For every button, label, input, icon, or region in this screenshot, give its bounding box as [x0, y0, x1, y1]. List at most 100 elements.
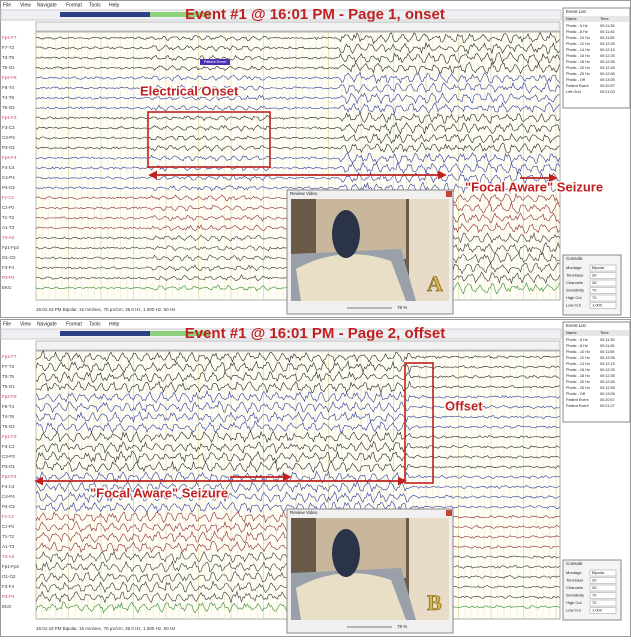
event-name[interactable]: Patient Event — [566, 398, 590, 402]
event-time[interactable]: 00:12:45 — [600, 66, 615, 70]
event-name[interactable]: Photic - 8 Hz — [566, 30, 588, 34]
close-button[interactable] — [446, 510, 452, 516]
event-time[interactable]: 00:12:25 — [600, 54, 615, 58]
channel-label: P3-P4 — [2, 275, 15, 280]
channel-label: Fp1-F7 — [2, 35, 17, 40]
console-title: Console — [566, 561, 583, 566]
console-label: Channels — [566, 280, 583, 285]
channel-label: EKG — [2, 604, 12, 609]
event-time[interactable]: 00:11:55 — [600, 350, 615, 354]
channel-label: F4-C4 — [2, 484, 15, 489]
console-label: Sensitivity — [566, 593, 584, 598]
event-name[interactable]: Photic - 12 Hz — [566, 356, 590, 360]
channel-label: Fp1-Fp2 — [2, 245, 20, 250]
event-name[interactable]: Photic - 18 Hz — [566, 374, 590, 378]
event-name[interactable]: Photic - 16 Hz — [566, 54, 590, 58]
event-time[interactable]: 00:12:45 — [600, 380, 615, 384]
event-name[interactable]: Photic - 10 Hz — [566, 350, 590, 354]
menu-item[interactable]: View — [20, 321, 31, 327]
menu-item[interactable]: Format — [66, 2, 82, 8]
menu-item[interactable]: Help — [109, 321, 120, 327]
channel-label: Fp1-F3 — [2, 434, 17, 439]
event-time[interactable]: 00:11:55 — [600, 36, 615, 40]
event-time[interactable]: 00:13:05 — [600, 392, 615, 396]
console-value: 30 — [592, 273, 597, 278]
channel-label: T4-A2 — [2, 554, 15, 559]
channel-label: F4-C4 — [2, 165, 15, 170]
channel-label: T5-O1 — [2, 65, 15, 70]
menu-item[interactable]: View — [20, 2, 31, 8]
event-time[interactable]: 00:13:05 — [600, 78, 615, 82]
menu-item[interactable]: Tools — [89, 2, 101, 8]
menu-item[interactable]: File — [3, 2, 11, 8]
event-name[interactable]: Photic - 16 Hz — [566, 368, 590, 372]
event-name[interactable]: Photic - 20 Hz — [566, 66, 590, 70]
menu-item[interactable]: File — [3, 321, 11, 327]
event-name[interactable]: Photic - 25 Hz — [566, 386, 590, 390]
column-header: Time — [600, 16, 610, 21]
menu-item[interactable]: Help — [109, 2, 120, 8]
event-time[interactable]: 00:12:35 — [600, 60, 615, 64]
event-name[interactable]: Photic - 8 Hz — [566, 344, 588, 348]
screenshot: File View Navigate Format Tools Help Event #1 … — [0, 0, 631, 637]
event-time[interactable]: 00:21:27 — [600, 404, 615, 408]
channel-label: O1-O2 — [2, 574, 16, 579]
event-time[interactable]: 00:11:35 — [600, 24, 615, 28]
menu-item[interactable]: Format — [66, 321, 82, 327]
time-ruler — [36, 22, 560, 31]
channel-label: F3-C3 — [2, 444, 15, 449]
event-name[interactable]: Photic - Off — [566, 392, 586, 396]
event-name[interactable]: Left Grid — [566, 90, 581, 94]
event-name[interactable]: Photic - 14 Hz — [566, 48, 590, 52]
event-time[interactable]: 00:11:45 — [600, 344, 615, 348]
event-name[interactable]: Photic - 14 Hz — [566, 362, 590, 366]
status-bar: 16:01:43 PM Bipolar, 15 mm/sec, 70 µV/cm… — [36, 626, 176, 631]
video-zoom: 78 % — [397, 624, 407, 629]
event-time[interactable]: 00:12:05 — [600, 42, 615, 46]
event-time[interactable]: 00:12:05 — [600, 356, 615, 360]
event-time[interactable]: 00:12:55 — [600, 386, 615, 390]
event-time[interactable]: 00:12:15 — [600, 362, 615, 366]
channel-label: F7-T3 — [2, 45, 14, 50]
event-name[interactable]: Photic - 20 Hz — [566, 380, 590, 384]
console-label: Timebase — [566, 578, 584, 583]
event-time[interactable]: 00:11:35 — [600, 338, 615, 342]
status-bar: 16:01:43 PM Bipolar, 15 mm/sec, 70 µV/cm… — [36, 307, 176, 312]
channel-label: F8-T4 — [2, 404, 14, 409]
channel-label: F3-F4 — [2, 265, 14, 270]
page-title: Event #1 @ 16:01 PM - Page 1, onset — [185, 6, 445, 23]
event-name[interactable]: Photic - 25 Hz — [566, 72, 590, 76]
event-name[interactable]: Patient Event — [566, 84, 590, 88]
console-value: 70 — [592, 600, 597, 605]
event-time[interactable]: 00:11:45 — [600, 30, 615, 34]
eeg-panel: File View Navigate Format Tools Help Event #1 … — [1, 1, 631, 318]
channel-label: Fp2-F8 — [2, 394, 17, 399]
annotation: "Focal Aware" Seizure — [90, 485, 228, 500]
event-time[interactable]: 00:12:35 — [600, 374, 615, 378]
event-time[interactable]: 00:12:25 — [600, 368, 615, 372]
event-name[interactable]: Photic - 12 Hz — [566, 42, 590, 46]
event-name[interactable]: Photic - 6 Hz — [566, 24, 588, 28]
close-button[interactable] — [446, 191, 452, 197]
menu-item[interactable]: Tools — [89, 321, 101, 327]
console-value: Bipolar — [592, 265, 605, 270]
menu-item[interactable]: Navigate — [37, 321, 57, 327]
event-name[interactable]: Photic - 10 Hz — [566, 36, 590, 40]
event-time[interactable]: 00:21:03 — [600, 90, 615, 94]
channel-label: T1-T2 — [2, 534, 14, 539]
event-time[interactable]: 00:20:57 — [600, 84, 615, 88]
event-name[interactable]: Photic - Off — [566, 78, 586, 82]
event-name[interactable]: Patient Event — [566, 404, 590, 408]
console-label: High Cut — [566, 295, 582, 300]
event-time[interactable]: 00:12:15 — [600, 48, 615, 52]
event-time[interactable]: 00:12:55 — [600, 72, 615, 76]
channel-label: P4-O2 — [2, 504, 16, 509]
channel-label: Cz-Pz — [2, 524, 15, 529]
event-time[interactable]: 00:20:57 — [600, 398, 615, 402]
console-title: Console — [566, 256, 583, 261]
event-name[interactable]: Photic - 18 Hz — [566, 60, 590, 64]
event-name[interactable]: Photic - 6 Hz — [566, 338, 588, 342]
menu-item[interactable]: Navigate — [37, 2, 57, 8]
patient — [332, 529, 360, 577]
